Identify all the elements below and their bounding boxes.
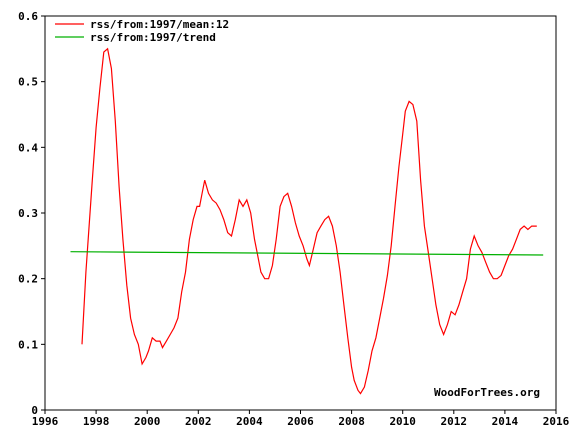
x-tick-label: 2002 bbox=[185, 415, 212, 428]
y-tick-label: 0 bbox=[31, 404, 38, 417]
x-tick-label: 2016 bbox=[543, 415, 570, 428]
legend-label-2: rss/from:1997/trend bbox=[90, 31, 216, 44]
y-tick-label: 0.1 bbox=[18, 338, 38, 351]
series-line-2 bbox=[70, 251, 544, 256]
y-tick-label: 0.4 bbox=[18, 141, 38, 154]
y-tick-label: 0.3 bbox=[18, 207, 38, 220]
x-tick-label: 2014 bbox=[492, 415, 519, 428]
legend-label-1: rss/from:1997/mean:12 bbox=[90, 18, 229, 31]
x-tick-label: 2010 bbox=[389, 415, 416, 428]
x-tick-label: 1998 bbox=[83, 415, 110, 428]
credit-label: WoodForTrees.org bbox=[434, 386, 540, 399]
x-tick-label: 1996 bbox=[32, 415, 59, 428]
y-tick-label: 0.5 bbox=[18, 76, 38, 89]
x-axis: 1996 1998 2000 2002 2004 2006 2008 2010 2012 2014… bbox=[32, 410, 570, 428]
x-tick-label: 2004 bbox=[236, 415, 263, 428]
x-tick-label: 2000 bbox=[134, 415, 161, 428]
plot-frame bbox=[44, 15, 557, 411]
x-tick-label: 2006 bbox=[287, 415, 314, 428]
x-tick-label: 2008 bbox=[338, 415, 365, 428]
y-tick-label: 0.2 bbox=[18, 273, 38, 286]
series-line-1 bbox=[81, 47, 537, 395]
y-tick-label: 0.6 bbox=[18, 10, 38, 23]
series-layer bbox=[70, 47, 544, 395]
y-axis: 0 0.1 0.2 0.3 0.4 0.5 0.6 bbox=[18, 10, 45, 417]
x-tick-label: 2012 bbox=[441, 415, 468, 428]
